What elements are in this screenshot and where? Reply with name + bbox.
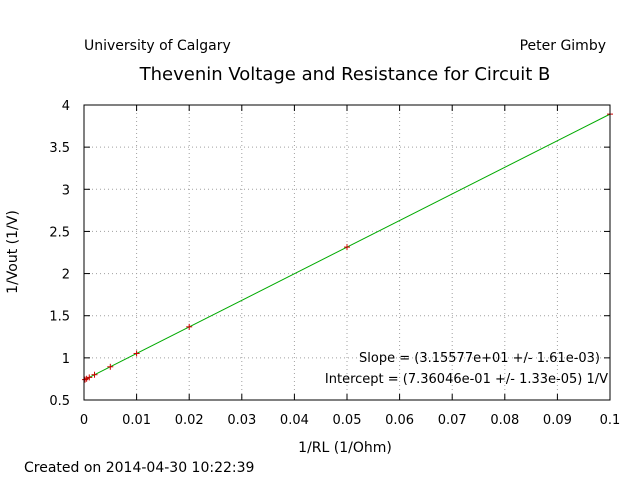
x-tick-label: 0: [80, 413, 88, 428]
data-points: [82, 111, 613, 383]
x-tick-label: 0.01: [122, 413, 151, 428]
x-tick-label: 0.04: [280, 413, 309, 428]
y-tick-label: 2: [62, 268, 70, 283]
x-tick-label: 0.1: [600, 413, 621, 428]
x-tick-label: 0.05: [333, 413, 362, 428]
data-point: [83, 375, 90, 382]
data-point: [86, 374, 93, 381]
y-tick-label: 0.5: [49, 394, 70, 409]
x-tick-label: 0.08: [490, 413, 519, 428]
x-tick-label: 0.09: [543, 413, 572, 428]
x-axis-ticks: 0 0.01 0.02 0.03 0.04 0.05 0.06 0.07 0.08 0.09 0.1: [80, 105, 620, 428]
chart-title: Thevenin Voltage and Resistance for Circ…: [139, 64, 551, 85]
y-tick-label: 3: [62, 183, 70, 198]
data-point: [344, 244, 350, 251]
data-point: [107, 363, 114, 370]
y-tick-label: 3.5: [49, 141, 70, 156]
data-point: [186, 323, 193, 330]
header-right: Peter Gimby: [520, 38, 606, 54]
annotation-intercept: Intercept = (7.36046e-01 +/- 1.33e-05) 1…: [325, 372, 608, 387]
x-tick-label: 0.02: [175, 413, 204, 428]
footer-created: Created on 2014-04-30 10:22:39: [24, 460, 254, 476]
header-left: University of Calgary: [84, 38, 231, 54]
y-tick-label: 1: [62, 352, 70, 367]
y-tick-label: 4: [62, 99, 70, 114]
x-tick-label: 0.03: [227, 413, 256, 428]
x-axis-label: 1/RL (1/Ohm): [298, 440, 392, 456]
y-tick-label: 2.5: [49, 225, 70, 240]
x-tick-label: 0.07: [438, 413, 467, 428]
y-axis-ticks: 0.5 1 1.5 2 2.5 3 3.5 4: [49, 99, 610, 409]
y-tick-label: 1.5: [49, 310, 70, 325]
data-point: [91, 371, 98, 378]
annotation-slope: Slope = (3.15577e+01 +/- 1.61e-03): [359, 351, 600, 366]
data-point: [133, 350, 140, 357]
y-axis-label: 1/Vout (1/V): [5, 210, 21, 294]
x-tick-label: 0.06: [385, 413, 414, 428]
